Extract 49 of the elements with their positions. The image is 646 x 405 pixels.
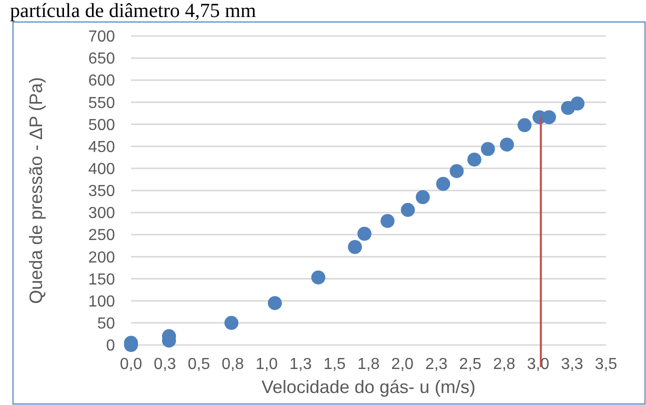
x-tick-label: 1,8 — [357, 356, 380, 373]
y-tick-label: 600 — [88, 72, 116, 90]
y-tick-label: 450 — [88, 138, 116, 156]
point — [400, 202, 415, 217]
y-tick-label: 0 — [106, 338, 116, 355]
x-tick-label: 3,0 — [527, 356, 550, 373]
x-axis-title: Velocidade do gás- u (m/s) — [261, 377, 476, 397]
point — [348, 240, 362, 254]
y-tick-label: 350 — [88, 183, 116, 200]
x-tick-label: 1,0 — [256, 356, 278, 373]
point — [480, 142, 495, 156]
point — [467, 152, 482, 167]
point — [436, 176, 450, 191]
x-tick-label: 1,3 — [290, 356, 312, 373]
x-tick-label: 3,5 — [594, 356, 618, 373]
y-tick-label: 650 — [88, 50, 116, 68]
point — [518, 118, 532, 132]
x-tick-label: 2,0 — [391, 356, 414, 373]
x-tick-label: 2,3 — [425, 356, 448, 373]
point — [416, 190, 430, 204]
x-tick-label: 2,8 — [493, 356, 516, 373]
point — [311, 270, 326, 284]
point — [380, 214, 394, 228]
point — [542, 110, 556, 124]
x-tick-label: 0,8 — [222, 356, 244, 373]
y-axis-title: Queda de pressão - ΔP (Pa) — [26, 77, 46, 304]
point — [500, 138, 514, 152]
y-tick-label: 400 — [88, 161, 116, 178]
x-tick-label: 3,3 — [560, 356, 584, 373]
y-tick-label: 550 — [88, 94, 116, 112]
x-tick-label: 0,3 — [154, 356, 176, 373]
y-tick-label: 50 — [97, 316, 116, 333]
x-tick-label: 2,5 — [459, 356, 482, 373]
x-tick-label: 0,0 — [120, 356, 142, 373]
y-tick-label: 150 — [88, 271, 116, 288]
point — [268, 296, 282, 310]
x-tick-label: 1,5 — [323, 356, 346, 373]
y-tick-label: 700 — [88, 28, 116, 46]
point — [357, 226, 372, 241]
y-tick-label: 250 — [88, 227, 116, 244]
y-tick-label: 100 — [88, 293, 116, 310]
y-tick-label: 300 — [88, 205, 116, 222]
y-tick-label: 500 — [88, 116, 116, 134]
x-tick-label: 0,5 — [188, 356, 210, 373]
point — [224, 316, 238, 330]
y-tick-label: 200 — [88, 249, 116, 266]
chart-title: partícula de diâmetro 4,75 mm — [10, 0, 256, 22]
point — [570, 96, 584, 111]
point — [450, 164, 464, 178]
